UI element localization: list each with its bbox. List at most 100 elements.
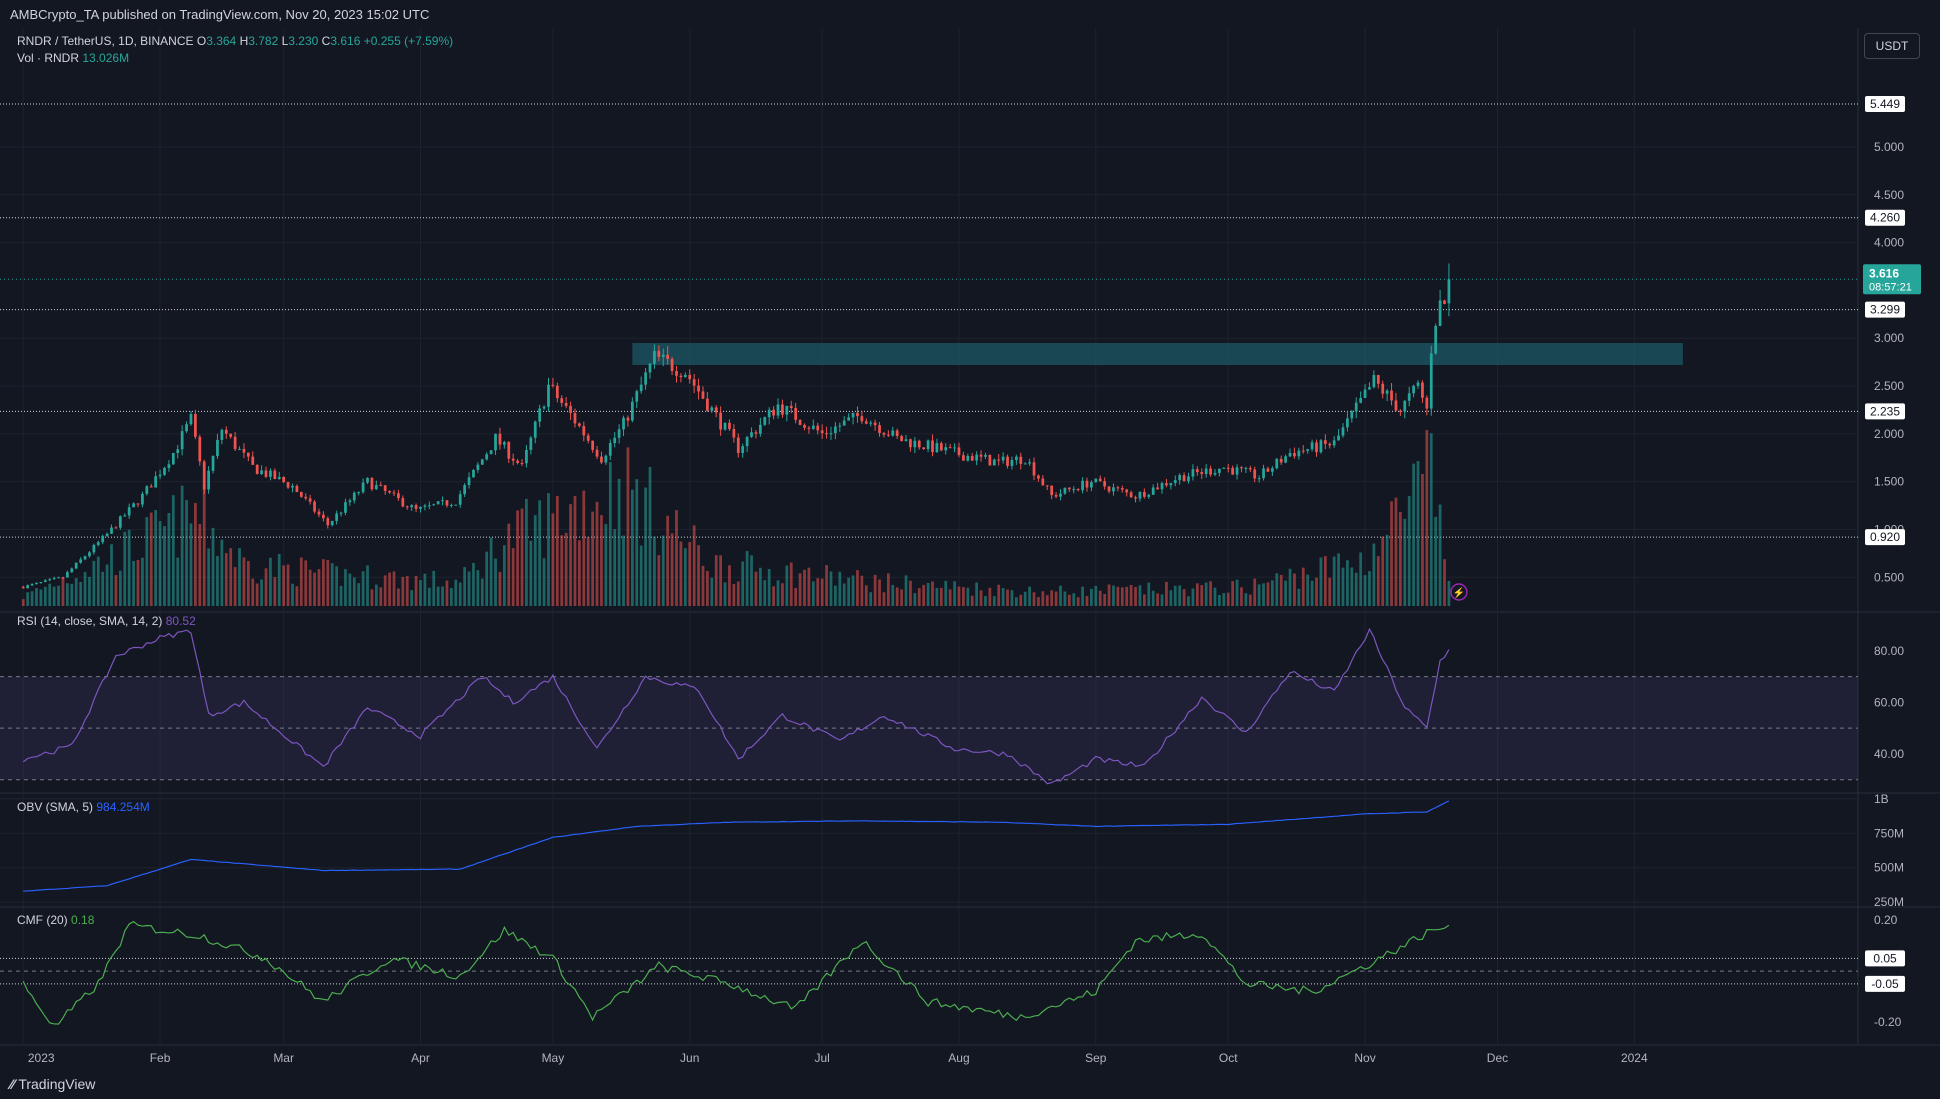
candle-body xyxy=(789,405,793,409)
candle-body xyxy=(772,409,775,416)
volume-bar xyxy=(511,548,515,606)
volume-bar xyxy=(392,571,396,606)
currency-button[interactable]: USDT xyxy=(1864,33,1920,59)
price-tick-label: 2.000 xyxy=(1874,427,1904,441)
candle-body xyxy=(891,430,895,436)
candle-body xyxy=(926,440,930,450)
price-tick-label: 2.500 xyxy=(1874,379,1904,393)
obv-tick-label: 750M xyxy=(1874,826,1904,840)
candle-body xyxy=(242,448,246,453)
volume-bar xyxy=(966,587,970,606)
volume-bar xyxy=(198,523,202,606)
candle-body xyxy=(542,406,546,409)
volume-bar xyxy=(829,571,833,606)
volume-bar xyxy=(763,580,767,606)
candle-body xyxy=(251,456,255,465)
rsi-tick-label: 60.00 xyxy=(1874,695,1904,709)
volume-bar xyxy=(608,462,612,606)
candle-body xyxy=(626,417,630,421)
volume-bar xyxy=(533,515,537,606)
cmf-tick-label: -0.20 xyxy=(1874,1015,1902,1029)
volume-bar xyxy=(383,575,387,606)
volume-bar xyxy=(622,535,625,606)
volume-bar xyxy=(644,487,647,606)
candle-body xyxy=(246,452,250,457)
candle-body xyxy=(586,435,590,441)
volume-bar xyxy=(710,577,714,606)
cmf-label[interactable]: CMF (20) xyxy=(17,913,68,927)
volume-bar xyxy=(719,555,723,606)
candle-body xyxy=(454,504,458,506)
volume-bar xyxy=(238,548,241,606)
candle-body xyxy=(1107,486,1111,492)
candle-body xyxy=(127,507,131,516)
volume-bar xyxy=(1072,593,1076,606)
candle-body xyxy=(988,454,992,466)
volume-bar xyxy=(1376,556,1380,606)
volume-bar xyxy=(348,573,352,606)
volume-bar xyxy=(185,500,188,606)
volume-bar xyxy=(900,589,903,606)
level-label: 2.235 xyxy=(1870,404,1900,418)
volume-bar xyxy=(123,531,127,606)
symbol-label[interactable]: RNDR / TetherUS, 1D, BINANCE xyxy=(17,34,194,48)
volume-bar xyxy=(1085,596,1089,606)
candle-body xyxy=(388,490,391,493)
volume-bar xyxy=(688,542,692,606)
candle-body xyxy=(785,405,789,415)
volume-bar xyxy=(745,550,749,606)
volume-bar xyxy=(975,582,979,606)
volume-bar xyxy=(498,571,502,606)
candle-body xyxy=(366,477,369,483)
volume-label[interactable]: Vol · RNDR xyxy=(17,51,80,65)
candle-body xyxy=(829,433,833,435)
candle-body xyxy=(1297,450,1301,457)
candle-body xyxy=(763,417,767,425)
volume-bar xyxy=(617,478,621,606)
volume-bar xyxy=(229,548,233,606)
candle-body xyxy=(979,454,983,457)
candle-body xyxy=(1151,487,1155,495)
candle-body xyxy=(1306,449,1310,451)
volume-bar xyxy=(909,580,912,606)
candle-body xyxy=(308,498,312,502)
obv-label[interactable]: OBV (SMA, 5) xyxy=(17,800,94,814)
volume-bar xyxy=(635,479,639,606)
candle-body xyxy=(692,379,696,386)
candle-body xyxy=(648,363,652,373)
candle-body xyxy=(1142,491,1146,497)
volume-bar xyxy=(1222,593,1226,606)
volume-bar xyxy=(582,490,586,606)
candle-body xyxy=(1195,469,1199,473)
volume-bar xyxy=(401,576,405,606)
level-label-bg xyxy=(1865,209,1905,226)
candle-body xyxy=(1037,475,1040,479)
high-label: H xyxy=(239,34,249,48)
candle-body xyxy=(198,436,202,462)
publisher-line: AMBCrypto_TA published on TradingView.co… xyxy=(10,7,430,22)
candle-body xyxy=(30,584,34,586)
volume-bar xyxy=(277,553,281,606)
candle-body xyxy=(966,455,970,461)
candle-body xyxy=(1165,483,1168,486)
candle-body xyxy=(1346,418,1349,428)
cmf-level-label-bg xyxy=(1865,950,1905,967)
candle-body xyxy=(114,527,118,529)
candle-body xyxy=(781,404,784,415)
candle-body xyxy=(1372,374,1376,388)
candle-body xyxy=(728,422,731,430)
x-tick-label: Mar xyxy=(273,1051,294,1065)
volume-bar xyxy=(573,496,577,606)
rsi-label[interactable]: RSI (14, close, SMA, 14, 2) xyxy=(17,614,163,628)
volume-bar xyxy=(520,508,524,606)
candle-body xyxy=(26,585,30,589)
candle-body xyxy=(202,461,206,490)
candle-body xyxy=(1359,397,1363,403)
volume-bar xyxy=(661,535,665,606)
candle-body xyxy=(397,493,400,499)
volume-bar xyxy=(207,548,210,606)
candle-body xyxy=(335,513,338,521)
candle-body xyxy=(379,485,383,487)
volume-bar xyxy=(569,504,572,606)
